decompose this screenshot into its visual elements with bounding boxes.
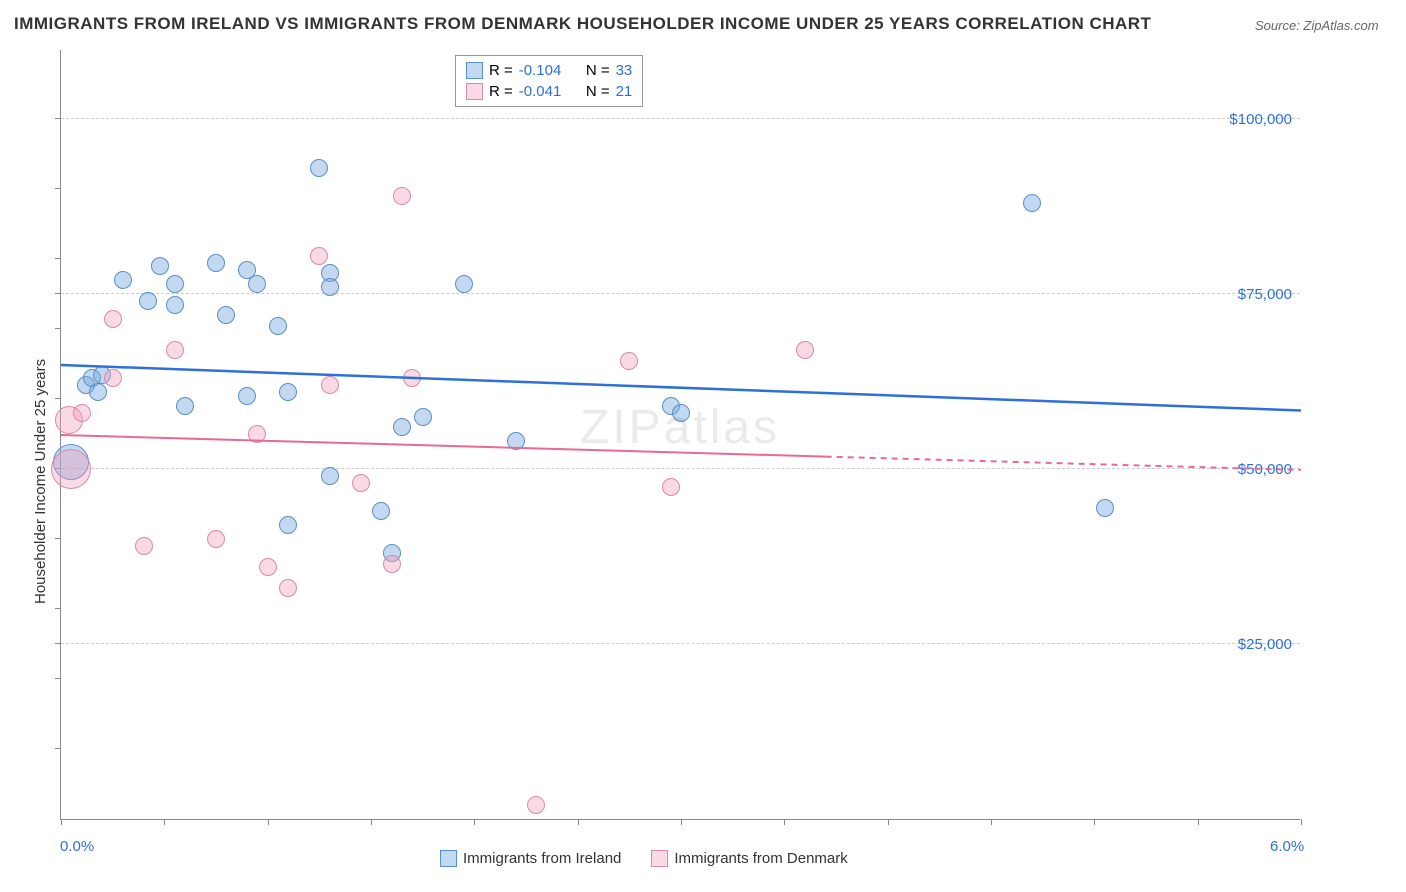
legend-item-label: Immigrants from Denmark	[674, 850, 847, 867]
legend-row-denmark: R = -0.041 N = 21	[466, 81, 632, 102]
legend-r-label: R =	[489, 81, 513, 102]
swatch-icon	[651, 850, 668, 867]
swatch-icon	[466, 83, 483, 100]
legend-n-label: N =	[586, 60, 610, 81]
x-tick-label: 0.0%	[60, 838, 94, 855]
legend-n-label: N =	[586, 81, 610, 102]
correlation-legend: R = -0.104 N = 33 R = -0.041 N = 21	[455, 55, 643, 107]
swatch-icon	[466, 62, 483, 79]
legend-n-value: 21	[616, 81, 633, 102]
legend-item-label: Immigrants from Ireland	[463, 850, 621, 867]
legend-item-denmark: Immigrants from Denmark	[651, 850, 847, 867]
legend-n-value: 33	[616, 60, 633, 81]
source-label: Source: ZipAtlas.com	[1255, 18, 1379, 33]
series-legend: Immigrants from Ireland Immigrants from D…	[440, 850, 848, 867]
chart-title: IMMIGRANTS FROM IRELAND VS IMMIGRANTS FR…	[14, 14, 1151, 34]
legend-r-value: -0.104	[519, 60, 562, 81]
swatch-icon	[440, 850, 457, 867]
legend-r-label: R =	[489, 60, 513, 81]
legend-r-value: -0.041	[519, 81, 562, 102]
x-tick-label: 6.0%	[1270, 838, 1304, 855]
y-axis-title: Householder Income Under 25 years	[32, 359, 49, 604]
denmark-trendline	[61, 50, 1301, 820]
x-tick	[1301, 819, 1302, 825]
legend-row-ireland: R = -0.104 N = 33	[466, 60, 632, 81]
legend-item-ireland: Immigrants from Ireland	[440, 850, 621, 867]
scatter-plot-area: $25,000$50,000$75,000$100,000	[60, 50, 1300, 820]
